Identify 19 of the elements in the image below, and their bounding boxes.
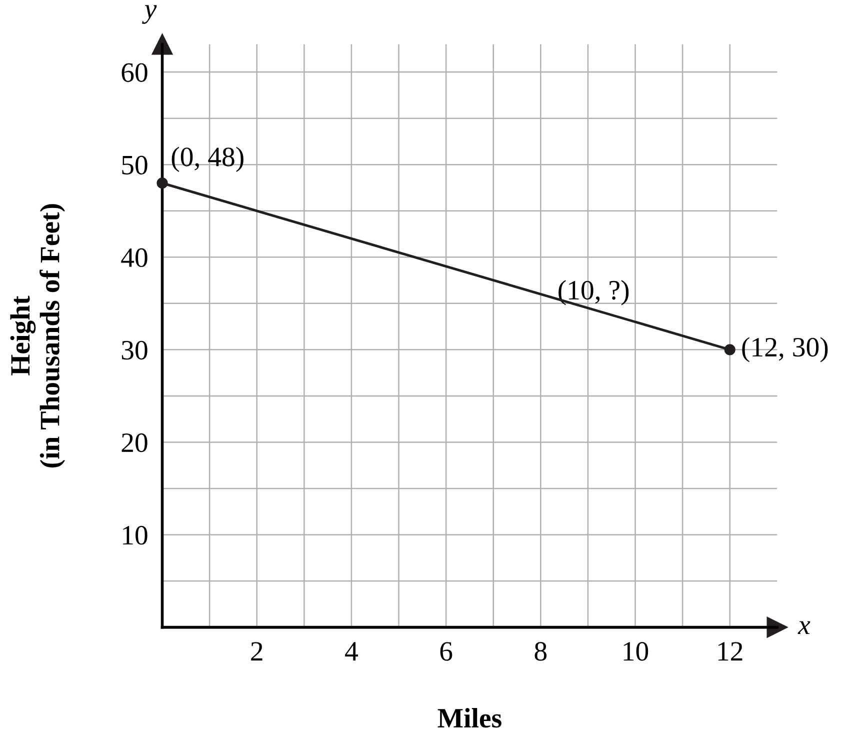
y-tick-label: 60 bbox=[122, 63, 148, 82]
text: x bbox=[798, 621, 810, 634]
x-tick-label: 8 bbox=[534, 642, 547, 661]
y-tick-label: 10 bbox=[123, 526, 148, 545]
y-tick-label: 20 bbox=[122, 433, 148, 452]
x-tick-label: 2 bbox=[251, 642, 262, 660]
x-tick-label: 6 bbox=[440, 642, 452, 661]
x-tick-label: 4 bbox=[345, 642, 358, 660]
y-tick-label: 50 bbox=[122, 156, 148, 174]
annotation: (12, 30) bbox=[742, 337, 828, 362]
annotation: (0, 48) bbox=[172, 146, 244, 172]
y-tick-label: 30 bbox=[122, 340, 148, 360]
x-tick-label: 10 bbox=[624, 642, 648, 661]
annotation: (10, ?) bbox=[558, 280, 629, 306]
x-tick-label: 12 bbox=[718, 642, 742, 660]
y-tick-label: 40 bbox=[121, 248, 148, 268]
text: y bbox=[142, 5, 157, 24]
x-axis-title: Miles bbox=[438, 708, 502, 728]
y-axis-title: Height (in Thousands of Feet) bbox=[10, 204, 66, 468]
